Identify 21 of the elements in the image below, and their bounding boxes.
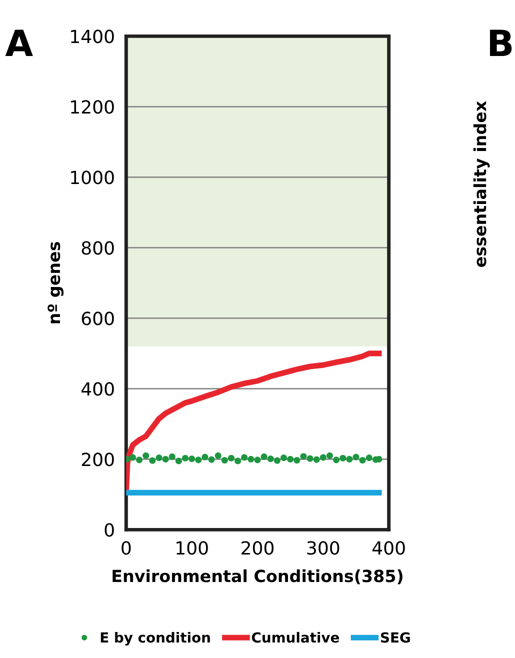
y-axis-title: nº genes — [48, 242, 64, 324]
x-tick-label: 400 — [372, 541, 405, 555]
y-tick-label: 400 — [81, 382, 114, 396]
y-tick-label: 200 — [82, 452, 114, 466]
y-tick-label: 1000 — [71, 170, 114, 184]
y-tick-label: 800 — [82, 241, 114, 255]
legend-label: E by condition — [100, 632, 210, 646]
text: A — [5, 30, 33, 56]
x-tick-label: 0 — [122, 541, 131, 555]
x-tick-label: 300 — [307, 541, 340, 555]
y-tick-label: 600 — [82, 312, 114, 326]
text: essentiality index — [473, 101, 490, 267]
text: B — [490, 30, 512, 56]
x-axis-title: Environmental Conditions(385) — [112, 569, 402, 584]
y-tick-label: 0 — [104, 523, 114, 537]
y-tick-label: 1400 — [71, 30, 114, 44]
legend-label: SEG — [380, 632, 410, 643]
x-tick-label: 100 — [176, 541, 208, 555]
y-tick-label: 1200 — [71, 100, 114, 114]
legend-label: Cumulative — [252, 632, 340, 643]
x-tick-label: 200 — [242, 541, 274, 555]
